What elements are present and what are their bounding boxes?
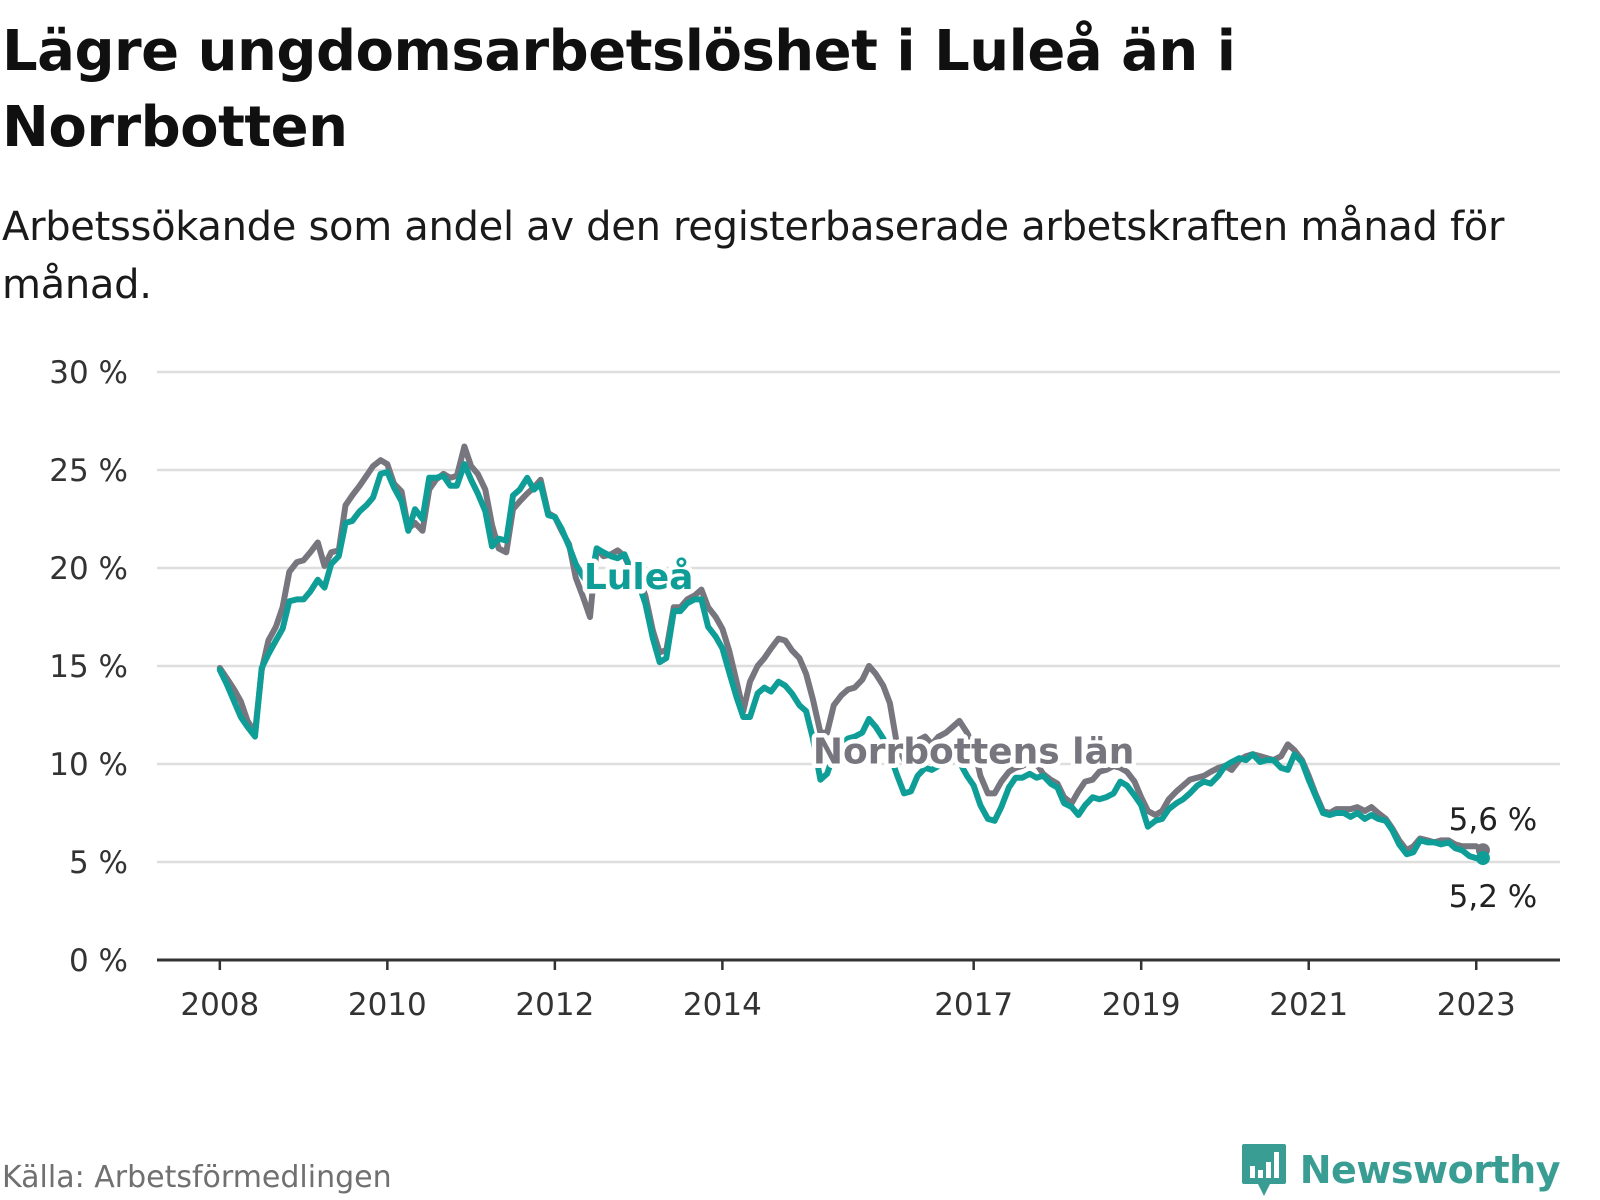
x-tick-label: 2017 (934, 987, 1013, 1023)
y-tick-label: 10 % (49, 747, 128, 783)
source-note: Källa: Arbetsförmedlingen (2, 1160, 392, 1195)
norrbotten-end-value-label: 5,6 % (1449, 802, 1538, 838)
newsworthy-logo-icon (1241, 1144, 1286, 1196)
chart-title: Lägre ungdomsarbetslöshet i Luleå än i N… (2, 19, 1236, 160)
x-tick-label: 2012 (515, 987, 594, 1023)
norrbotten-series-label: Norrbottens län (813, 731, 1135, 772)
x-tick-label: 2023 (1437, 987, 1516, 1023)
y-tick-label: 25 % (49, 453, 128, 489)
x-tick-label: 2021 (1269, 987, 1348, 1023)
x-axis: 2008 2010 2012 2014 2017 2019 2021 2023 (157, 958, 1560, 1023)
y-tick-label: 30 % (49, 355, 128, 391)
x-tick-label: 2014 (683, 987, 762, 1023)
y-tick-label: 5 % (69, 845, 128, 881)
y-tick-label: 20 % (49, 551, 128, 587)
brand-logo[interactable]: Newsworthy (1240, 1142, 1561, 1198)
norrbotten-line (216, 443, 1486, 854)
lulea-end-value-label: 5,2 % (1449, 879, 1538, 915)
series-labels: Luleå Norrbottens län 5,6 % 5,2 % (579, 552, 1540, 918)
x-tick-label: 2010 (348, 987, 427, 1023)
grid-lines (157, 370, 1560, 864)
x-tick-label: 2008 (180, 987, 259, 1023)
y-axis-ticks: 0 % 5 % 10 % 15 % 20 % 25 % 30 % (49, 355, 128, 979)
lulea-line (216, 461, 1486, 862)
line-chart: 0 %5 %10 %15 %20 %25 %30 % 2008 2010 2012 2… (49, 355, 1560, 1023)
chart-subtitle: Arbetssökande som andel av den registerb… (2, 204, 1505, 308)
brand-name: Newsworthy (1299, 1148, 1561, 1192)
y-tick-label: 15 % (49, 649, 128, 685)
lulea-series-label: Luleå (584, 557, 694, 598)
y-tick-label: 0 % (69, 943, 128, 979)
lulea-end-point (1475, 851, 1490, 866)
series-lines (216, 443, 1490, 866)
x-tick-label: 2019 (1102, 987, 1181, 1023)
